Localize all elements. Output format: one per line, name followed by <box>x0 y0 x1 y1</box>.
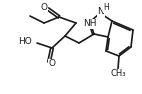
Text: N: N <box>98 8 104 17</box>
Text: NH: NH <box>83 19 97 28</box>
Text: O: O <box>40 3 48 13</box>
Text: H: H <box>103 3 109 13</box>
Text: O: O <box>49 60 56 69</box>
Text: CH₃: CH₃ <box>110 69 126 78</box>
Text: HO: HO <box>18 38 32 47</box>
